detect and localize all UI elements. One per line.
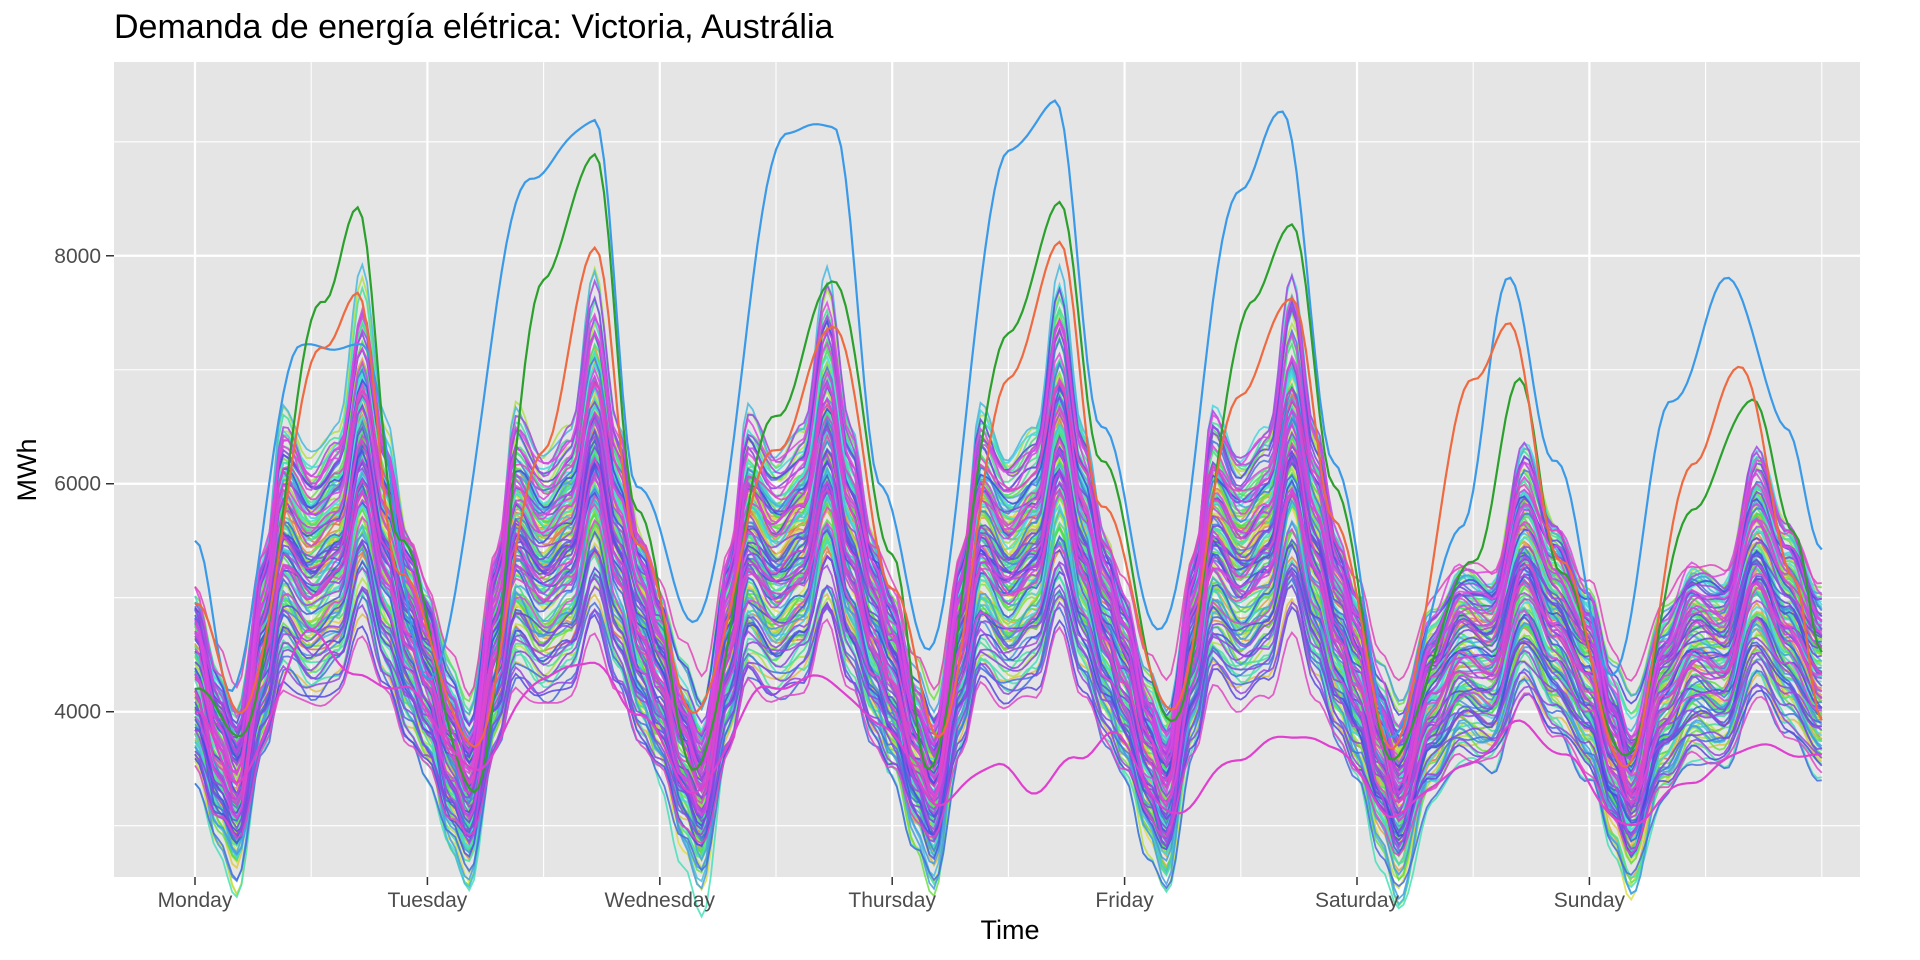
demand-series-line	[194, 555, 1822, 837]
demand-series-line	[194, 418, 1823, 850]
x-tick-label: Monday	[158, 889, 233, 912]
highlight-series-line	[194, 628, 1822, 827]
demand-series-line	[194, 570, 1823, 879]
demand-series-line	[194, 464, 1823, 861]
demand-series-line	[194, 457, 1822, 760]
demand-series-line	[194, 523, 1823, 877]
demand-series-line	[194, 382, 1823, 765]
highlight-series-line	[194, 99, 1823, 738]
demand-series-line	[194, 515, 1822, 821]
demand-series-line	[194, 577, 1823, 845]
x-axis-title: Time	[981, 915, 1040, 945]
demand-series-line	[194, 601, 1823, 855]
demand-series-line	[194, 541, 1822, 801]
y-axis-title: MWh	[12, 439, 42, 502]
x-tick-label: Thursday	[848, 889, 936, 912]
y-axis: 4000 6000 8000	[54, 245, 114, 724]
demand-series-line	[194, 530, 1822, 839]
y-tick-label: 8000	[54, 245, 101, 268]
demand-series-line	[194, 479, 1823, 807]
x-tick-label: Friday	[1095, 889, 1154, 912]
demand-series-line	[194, 359, 1823, 751]
x-tick-label: Saturday	[1315, 889, 1400, 912]
chart-title: Demanda de energía elétrica: Victoria, A…	[114, 8, 834, 46]
demand-series-line	[194, 374, 1823, 806]
demand-series-line	[194, 562, 1823, 820]
x-tick-label: Tuesday	[388, 889, 468, 912]
demand-series-line	[194, 618, 1823, 857]
demand-series-line	[194, 381, 1822, 698]
highlight-series-line	[194, 240, 1823, 768]
x-tick-label: Wednesday	[605, 889, 716, 912]
y-tick-label: 4000	[54, 701, 101, 724]
demand-series-line	[194, 407, 1822, 756]
demand-series-line	[194, 294, 1823, 752]
demand-series-line	[194, 272, 1823, 798]
y-tick-label: 6000	[54, 473, 101, 496]
x-axis: Monday Tuesday Wednesday Thursday Friday Satu…	[158, 877, 1626, 912]
series-group	[194, 99, 1823, 919]
demand-series-line	[194, 601, 1823, 851]
x-tick-label: Sunday	[1554, 889, 1626, 912]
demand-series-line	[194, 572, 1822, 890]
demand-series-line	[194, 409, 1822, 817]
